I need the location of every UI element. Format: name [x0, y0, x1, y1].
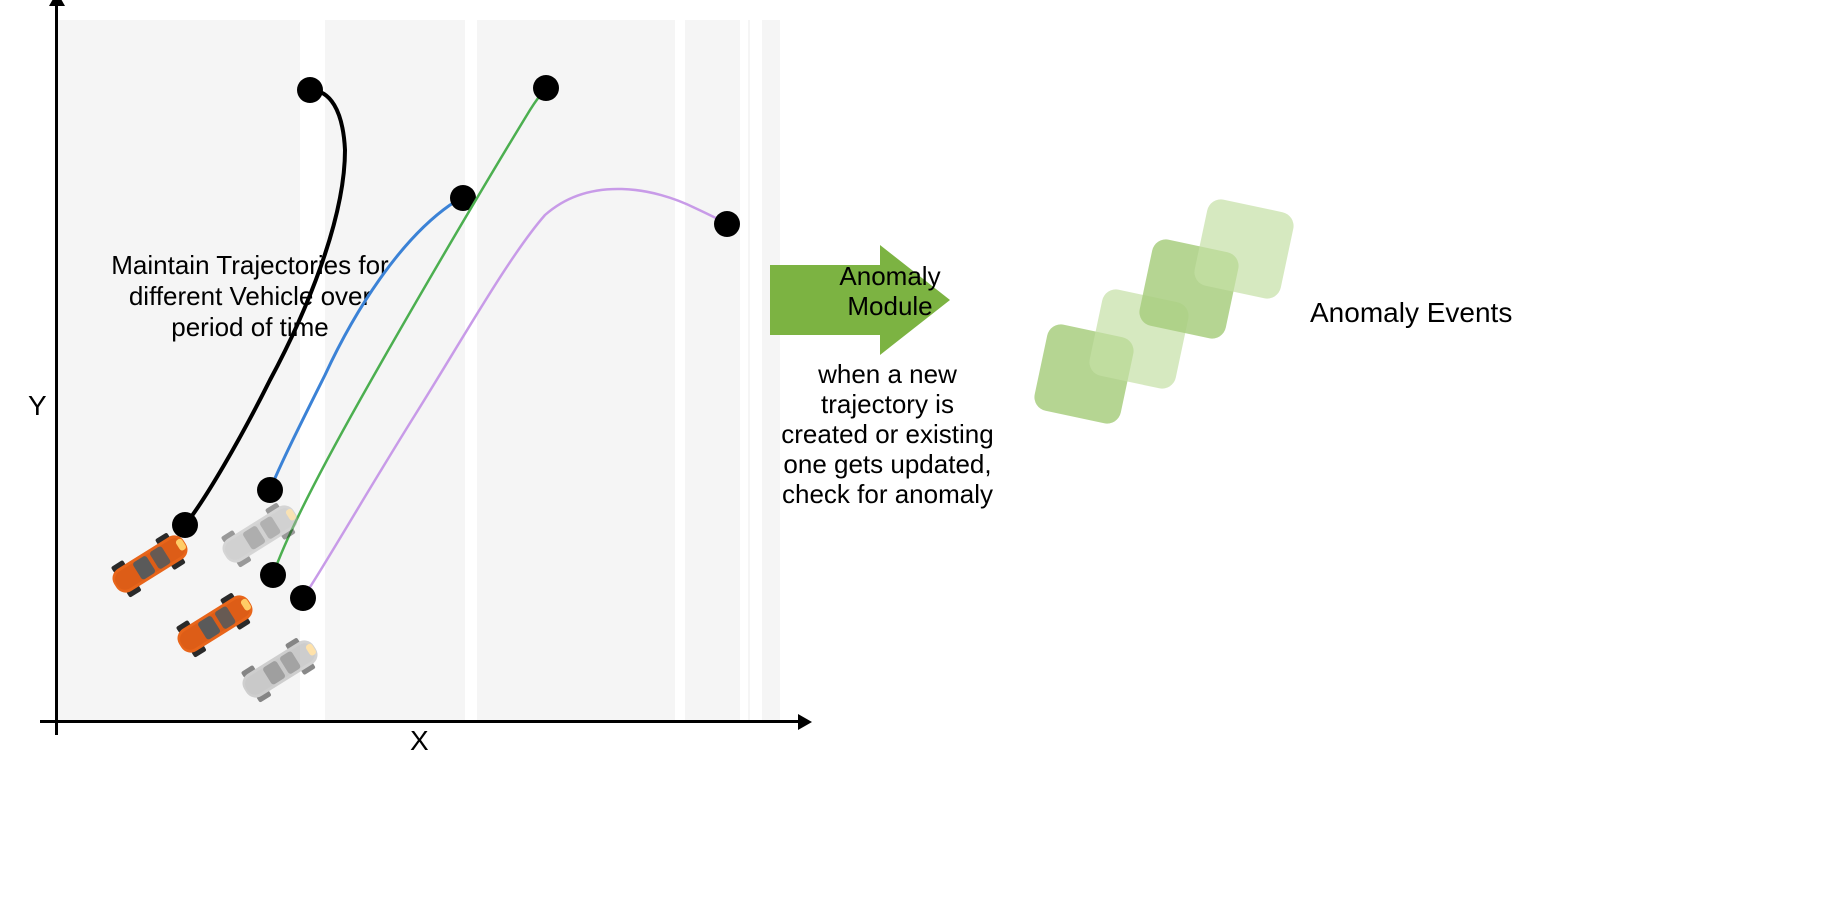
x-axis-arrow-icon — [798, 714, 812, 730]
lane-line — [675, 20, 685, 720]
y-axis-arrow-icon — [49, 0, 65, 6]
anomaly-events-label: Anomaly Events — [1310, 297, 1512, 329]
chart-background — [55, 20, 780, 720]
arrow-subtext: when a new trajectory is created or exis… — [780, 360, 995, 509]
y-axis-label: Y — [28, 390, 47, 422]
lane-line — [315, 20, 325, 720]
trajectory-chart: X Y Maintain Trajectories for different … — [40, 20, 780, 740]
anomaly-diagram: X Y Maintain Trajectories for different … — [0, 0, 1842, 898]
anomaly-square-icon — [1192, 197, 1296, 301]
x-axis-label: X — [410, 725, 429, 757]
arrow-label: Anomaly Module — [800, 262, 980, 322]
y-axis — [55, 5, 58, 735]
lane-line — [740, 20, 748, 720]
lane-line — [300, 20, 315, 720]
anomaly-events-icon — [1040, 200, 1300, 430]
lane-line — [465, 20, 477, 720]
lane-line — [750, 20, 762, 720]
chart-caption: Maintain Trajectories for different Vehi… — [95, 250, 405, 344]
x-axis — [40, 720, 800, 723]
